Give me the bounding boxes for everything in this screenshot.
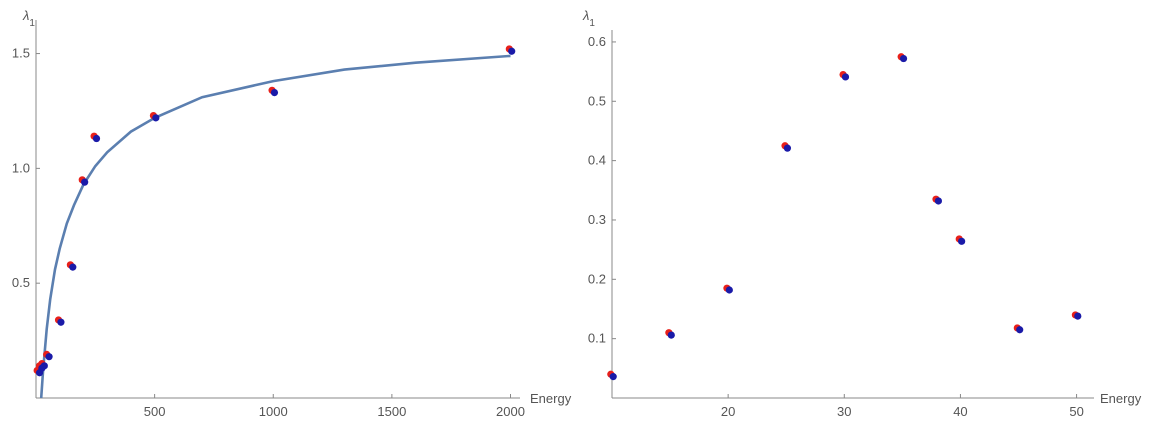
data-point-blue bbox=[841, 73, 850, 81]
x-tick-label: 2000 bbox=[496, 404, 525, 419]
data-point-blue bbox=[609, 373, 617, 381]
y-tick-label: 0.1 bbox=[588, 331, 606, 346]
data-point-blue bbox=[667, 331, 675, 339]
x-tick-label: 50 bbox=[1069, 404, 1083, 419]
x-tick-label: 30 bbox=[837, 404, 851, 419]
x-tick-label: 20 bbox=[721, 404, 735, 419]
chart-right: 20 30 40 50 0.1 0.2 0.3 0.4 0.5 0.6 λ1 Energy bbox=[582, 8, 1142, 419]
data-point-blue bbox=[1016, 326, 1024, 334]
data-point-blue bbox=[81, 178, 89, 186]
y-axis-label: λ1 bbox=[22, 8, 35, 29]
data-point-blue bbox=[45, 353, 53, 361]
x-tick-label: 500 bbox=[144, 404, 166, 419]
chart-right-panel: 20 30 40 50 0.1 0.2 0.3 0.4 0.5 0.6 λ1 Energy bbox=[578, 0, 1155, 423]
x-tick-label: 1000 bbox=[259, 404, 288, 419]
data-point-blue bbox=[958, 237, 966, 245]
data-point-blue bbox=[57, 318, 65, 326]
fit-curve bbox=[39, 54, 511, 399]
data-point-blue bbox=[92, 134, 101, 143]
data-point-blue bbox=[270, 88, 279, 97]
data-point-blue bbox=[40, 362, 48, 370]
y-tick-label: 1.0 bbox=[12, 160, 30, 175]
data-point-blue bbox=[69, 263, 77, 271]
y-tick-label: 0.4 bbox=[588, 153, 606, 168]
y-tick-label: 1.5 bbox=[12, 46, 30, 61]
data-point-blue bbox=[1074, 312, 1082, 320]
chart-left: 500 1000 1500 2000 0.5 1.0 1.5 λ1 Energy bbox=[12, 8, 572, 419]
chart-left-panel: 500 1000 1500 2000 0.5 1.0 1.5 λ1 Energy bbox=[0, 0, 578, 423]
x-axis-label: Energy bbox=[1100, 391, 1142, 406]
data-point-blue bbox=[899, 54, 908, 63]
data-point-blue bbox=[725, 286, 733, 294]
data-point-blue bbox=[508, 47, 516, 55]
data-point-blue bbox=[783, 144, 792, 152]
x-axis-label: Energy bbox=[530, 391, 572, 406]
x-tick-label: 1500 bbox=[377, 404, 406, 419]
y-tick-label: 0.3 bbox=[588, 212, 606, 227]
y-tick-label: 0.6 bbox=[588, 34, 606, 49]
y-tick-label: 0.5 bbox=[588, 93, 606, 108]
y-tick-label: 0.2 bbox=[588, 271, 606, 286]
data-point-blue bbox=[152, 114, 160, 122]
x-tick-label: 40 bbox=[953, 404, 967, 419]
data-point-blue bbox=[934, 197, 943, 205]
y-tick-label: 0.5 bbox=[12, 275, 30, 290]
y-axis-label: λ1 bbox=[582, 8, 595, 29]
